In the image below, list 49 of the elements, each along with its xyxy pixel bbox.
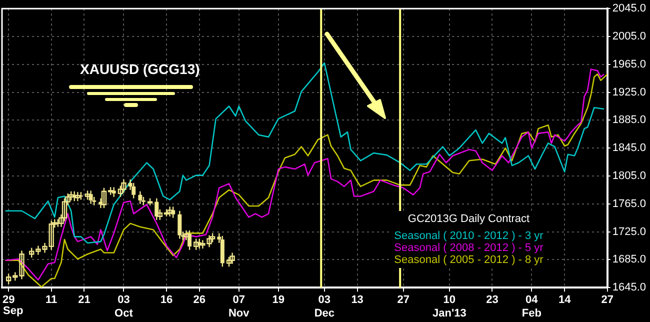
legend-title: GC2013G Daily Contract bbox=[406, 212, 531, 225]
candlestick bbox=[121, 178, 126, 194]
x-tick-label: 13 bbox=[351, 294, 364, 306]
y-tick-label: 1805.0 bbox=[612, 170, 646, 182]
x-tick-label: 26 bbox=[193, 294, 206, 306]
text: Seasonal ( 2005 - 2012 ) - 8 yr bbox=[394, 254, 544, 266]
candlestick bbox=[132, 182, 136, 199]
candlestick bbox=[138, 190, 142, 204]
text: Sep bbox=[3, 304, 24, 317]
y-tick-label: 2045.0 bbox=[612, 2, 646, 15]
candlestick bbox=[171, 206, 176, 218]
y-tick-label: 1725.0 bbox=[612, 226, 646, 238]
y-tick-label: 1965.0 bbox=[612, 58, 646, 70]
candlestick bbox=[178, 210, 182, 240]
y-tick-label: 1925.0 bbox=[612, 86, 646, 98]
y-tick-label: 1765.0 bbox=[612, 198, 646, 210]
candlestick bbox=[75, 191, 80, 202]
candlestick bbox=[188, 230, 192, 251]
candlestick bbox=[226, 256, 232, 268]
x-tick-label: 21 bbox=[78, 294, 90, 306]
x-tick-label: 29 bbox=[2, 294, 15, 306]
x-tick-label: 27 bbox=[397, 294, 410, 306]
candlestick bbox=[220, 235, 224, 268]
x-tick-label: 04 Feb bbox=[522, 294, 542, 320]
y-tick-label: 1685.0 bbox=[612, 254, 646, 266]
x-tick-label: 27 bbox=[601, 294, 614, 306]
candlestick bbox=[112, 186, 116, 198]
candlestick bbox=[230, 252, 235, 264]
text: Seasonal ( 2010 - 2012 ) - 3 yr bbox=[394, 230, 544, 242]
annotation: XAUUSD (GCG13) bbox=[80, 61, 200, 77]
x-tick-label: 23 bbox=[486, 294, 498, 306]
x-tick-label: 03 Dec bbox=[314, 294, 335, 320]
y-tick-label: 1645.0 bbox=[612, 282, 646, 294]
y-tick-label: 1845.0 bbox=[612, 142, 646, 154]
x-tick-label: 10 Jan'13 bbox=[432, 294, 466, 320]
x-tick-label: 11 bbox=[46, 294, 58, 306]
y-tick-label: 1885.0 bbox=[612, 114, 646, 126]
x-tick-label: 16 bbox=[160, 294, 173, 306]
candlestick bbox=[167, 206, 172, 218]
candlestick bbox=[88, 190, 93, 204]
x-tick-label: 03 Oct bbox=[114, 294, 134, 320]
candlestick bbox=[210, 232, 216, 243]
y-tick-label: 2005.0 bbox=[612, 30, 646, 43]
x-tick-label: 14 bbox=[558, 294, 572, 306]
x-tick-label: 19 bbox=[272, 294, 284, 306]
x-tick-label: 07 Nov bbox=[228, 294, 250, 320]
candlestick bbox=[84, 190, 90, 200]
text: Seasonal ( 2008 - 2012 ) - 5 yr bbox=[394, 242, 544, 254]
candlestick bbox=[154, 198, 159, 221]
